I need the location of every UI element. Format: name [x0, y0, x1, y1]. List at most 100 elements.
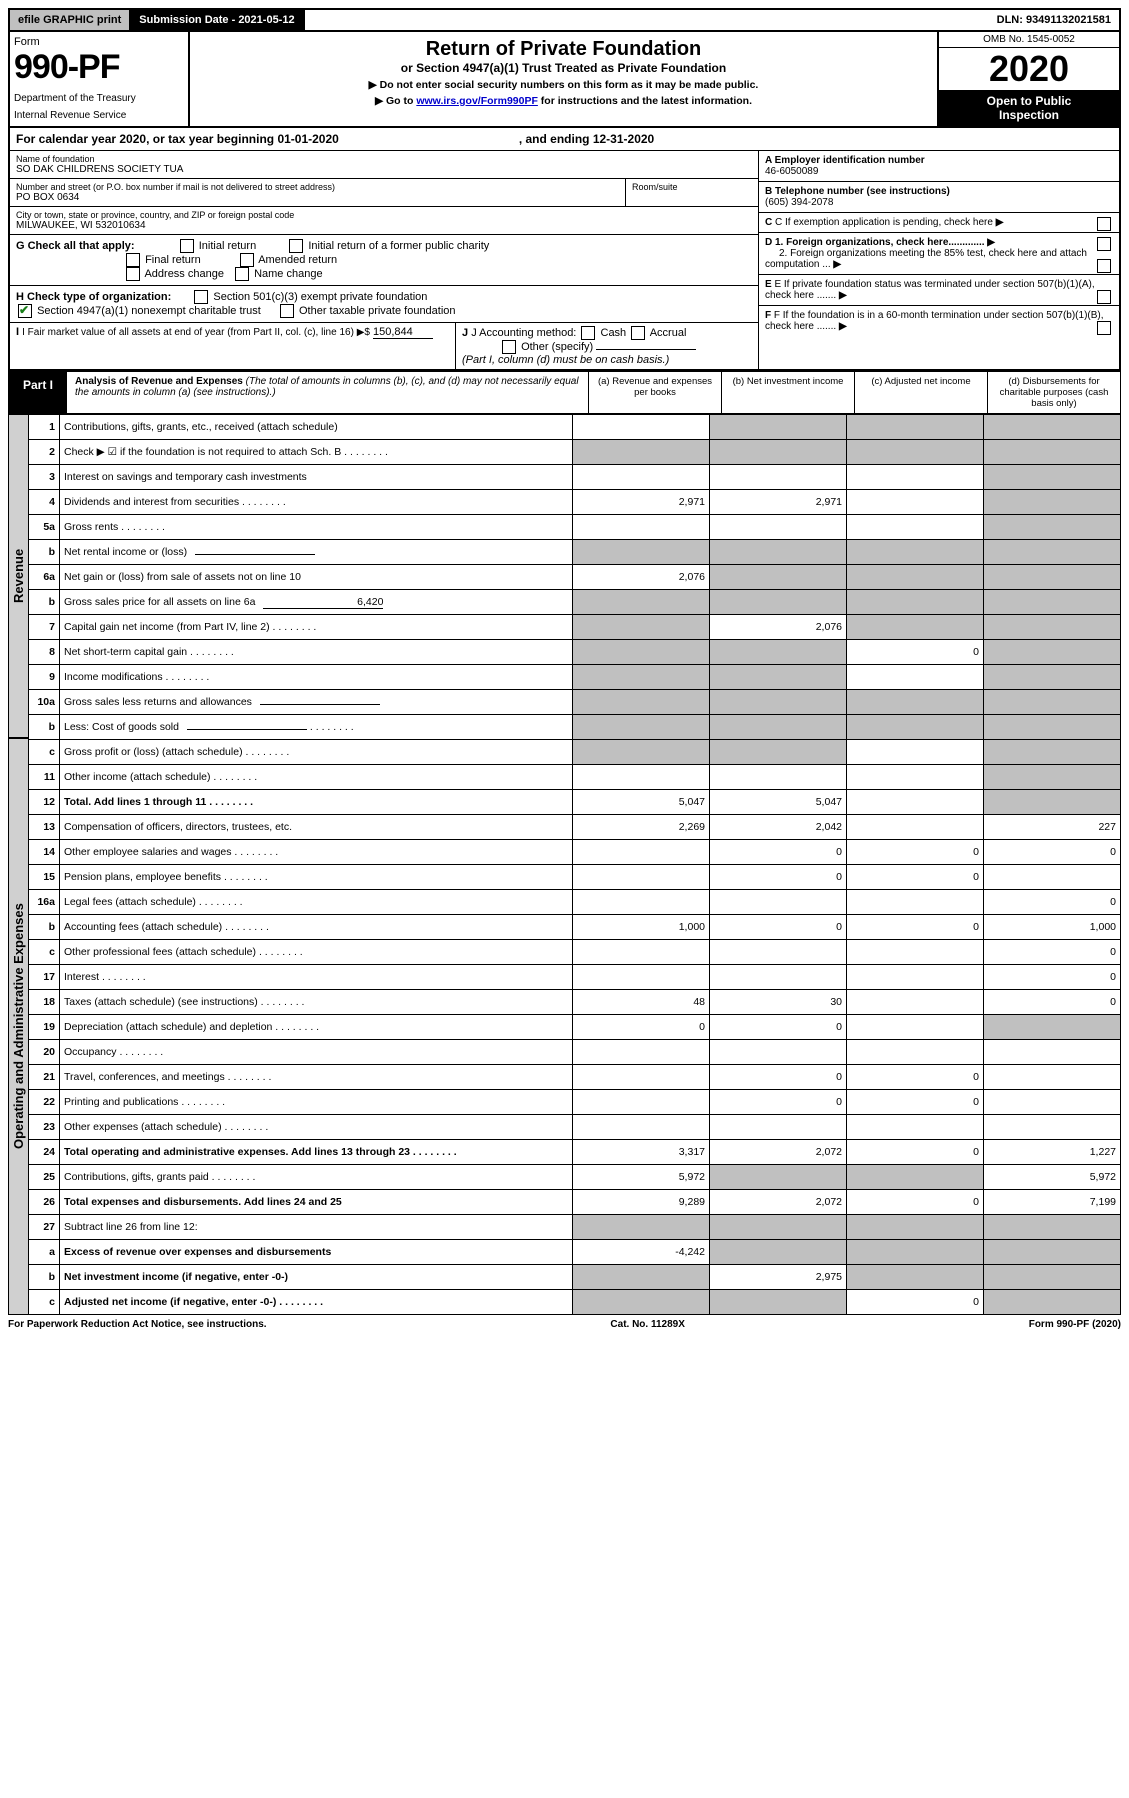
- cell-value: [710, 890, 847, 915]
- cell-value: [710, 965, 847, 990]
- chk-name-change[interactable]: [235, 267, 249, 281]
- chk-d2[interactable]: [1097, 259, 1111, 273]
- cell-value: 227: [984, 815, 1121, 840]
- page-footer: For Paperwork Reduction Act Notice, see …: [8, 1315, 1121, 1330]
- cell-value: [573, 540, 710, 565]
- line-description: Other income (attach schedule) . . . . .…: [60, 765, 573, 790]
- col-a-head: (a) Revenue and expenses per books: [588, 372, 721, 413]
- col-b-head: (b) Net investment income: [721, 372, 854, 413]
- cell-value: [984, 565, 1121, 590]
- chk-other-taxable[interactable]: [280, 304, 294, 318]
- form-header: Form 990-PF Department of the Treasury I…: [8, 32, 1121, 128]
- line-number: 2: [29, 440, 60, 465]
- table-row: bNet rental income or (loss): [29, 540, 1121, 565]
- chk-4947a1[interactable]: [18, 304, 32, 318]
- line-number: 16a: [29, 890, 60, 915]
- cell-value: [847, 665, 984, 690]
- chk-d1[interactable]: [1097, 237, 1111, 251]
- line-description: Less: Cost of goods sold . . . . . . . .: [60, 715, 573, 740]
- cell-value: [984, 1090, 1121, 1115]
- cell-value: [710, 715, 847, 740]
- cell-value: [984, 1240, 1121, 1265]
- table-row: 12Total. Add lines 1 through 11 . . . . …: [29, 790, 1121, 815]
- line-description: Pension plans, employee benefits . . . .…: [60, 865, 573, 890]
- line-number: 23: [29, 1115, 60, 1140]
- chk-initial-return[interactable]: [180, 239, 194, 253]
- fmv-value: 150,844: [373, 326, 433, 339]
- table-row: 18Taxes (attach schedule) (see instructi…: [29, 990, 1121, 1015]
- foundation-name: SO DAK CHILDRENS SOCIETY TUA: [16, 164, 752, 175]
- chk-f[interactable]: [1097, 321, 1111, 335]
- table-row: 19Depreciation (attach schedule) and dep…: [29, 1015, 1121, 1040]
- cell-value: [984, 1290, 1121, 1315]
- table-row: 16aLegal fees (attach schedule) . . . . …: [29, 890, 1121, 915]
- cell-value: 2,076: [573, 565, 710, 590]
- table-row: bLess: Cost of goods sold . . . . . . . …: [29, 715, 1121, 740]
- cell-value: 0: [984, 940, 1121, 965]
- line-description: Travel, conferences, and meetings . . . …: [60, 1065, 573, 1090]
- cell-value: [847, 890, 984, 915]
- chk-other-method[interactable]: [502, 340, 516, 354]
- cell-value: [984, 640, 1121, 665]
- chk-initial-former[interactable]: [289, 239, 303, 253]
- expenses-label: Operating and Administrative Expenses: [8, 738, 29, 1315]
- chk-accrual[interactable]: [631, 326, 645, 340]
- cell-value: [710, 1165, 847, 1190]
- line-description: Other professional fees (attach schedule…: [60, 940, 573, 965]
- entity-info: Name of foundation SO DAK CHILDRENS SOCI…: [8, 150, 1121, 371]
- cell-value: [710, 765, 847, 790]
- cell-value: [573, 515, 710, 540]
- cell-value: [984, 615, 1121, 640]
- line-description: Other expenses (attach schedule) . . . .…: [60, 1115, 573, 1140]
- line-description: Gross rents . . . . . . . .: [60, 515, 573, 540]
- cell-value: [984, 665, 1121, 690]
- line-description: Compensation of officers, directors, tru…: [60, 815, 573, 840]
- line-description: Interest . . . . . . . .: [60, 965, 573, 990]
- table-row: 13Compensation of officers, directors, t…: [29, 815, 1121, 840]
- cell-value: 7,199: [984, 1190, 1121, 1215]
- line-number: 14: [29, 840, 60, 865]
- line-number: 15: [29, 865, 60, 890]
- cell-value: [573, 440, 710, 465]
- cell-value: [984, 465, 1121, 490]
- chk-c[interactable]: [1097, 217, 1111, 231]
- cell-value: 0: [710, 1015, 847, 1040]
- cell-value: 2,072: [710, 1140, 847, 1165]
- cell-value: [984, 415, 1121, 440]
- line-number: b: [29, 915, 60, 940]
- cell-value: 5,972: [573, 1165, 710, 1190]
- cell-value: 0: [847, 1065, 984, 1090]
- line-description: Contributions, gifts, grants paid . . . …: [60, 1165, 573, 1190]
- cell-value: [847, 540, 984, 565]
- line-description: Capital gain net income (from Part IV, l…: [60, 615, 573, 640]
- chk-e[interactable]: [1097, 290, 1111, 304]
- line-description: Other employee salaries and wages . . . …: [60, 840, 573, 865]
- part1-table: 1Contributions, gifts, grants, etc., rec…: [29, 414, 1121, 1315]
- chk-cash[interactable]: [581, 326, 595, 340]
- cell-value: [710, 465, 847, 490]
- cell-value: [710, 1290, 847, 1315]
- cell-value: [847, 965, 984, 990]
- line-number: 9: [29, 665, 60, 690]
- line-number: 27: [29, 1215, 60, 1240]
- box-f: F F If the foundation is in a 60-month t…: [759, 306, 1119, 336]
- cell-value: [573, 1090, 710, 1115]
- cell-value: [984, 1065, 1121, 1090]
- line-number: c: [29, 740, 60, 765]
- cell-value: 0: [847, 840, 984, 865]
- cell-value: [984, 790, 1121, 815]
- cell-value: [984, 1265, 1121, 1290]
- line-number: 5a: [29, 515, 60, 540]
- irs-link[interactable]: www.irs.gov/Form990PF: [416, 95, 538, 107]
- chk-address-change[interactable]: [126, 267, 140, 281]
- instr-link-row: ▶ Go to www.irs.gov/Form990PF for instru…: [196, 95, 931, 107]
- line-number: b: [29, 715, 60, 740]
- cell-value: [573, 940, 710, 965]
- cell-value: 2,072: [710, 1190, 847, 1215]
- efile-print-button[interactable]: efile GRAPHIC print: [10, 10, 131, 30]
- chk-amended[interactable]: [240, 253, 254, 267]
- cell-value: [710, 440, 847, 465]
- chk-final-return[interactable]: [126, 253, 140, 267]
- chk-501c3[interactable]: [194, 290, 208, 304]
- line-number: 8: [29, 640, 60, 665]
